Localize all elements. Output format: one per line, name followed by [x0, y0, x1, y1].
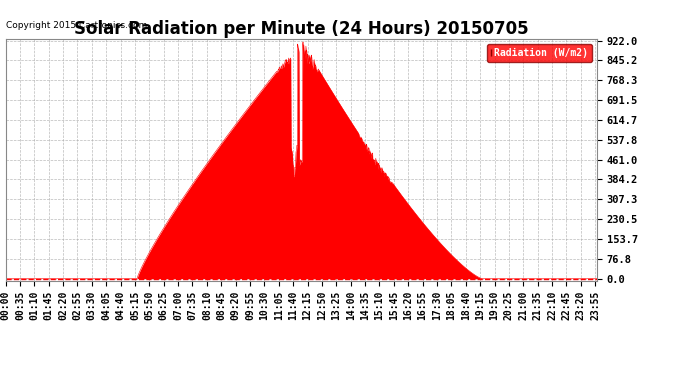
Text: Copyright 2015 Cartronics.com: Copyright 2015 Cartronics.com: [6, 21, 147, 30]
Title: Solar Radiation per Minute (24 Hours) 20150705: Solar Radiation per Minute (24 Hours) 20…: [74, 20, 529, 38]
Legend: Radiation (W/m2): Radiation (W/m2): [487, 44, 592, 62]
